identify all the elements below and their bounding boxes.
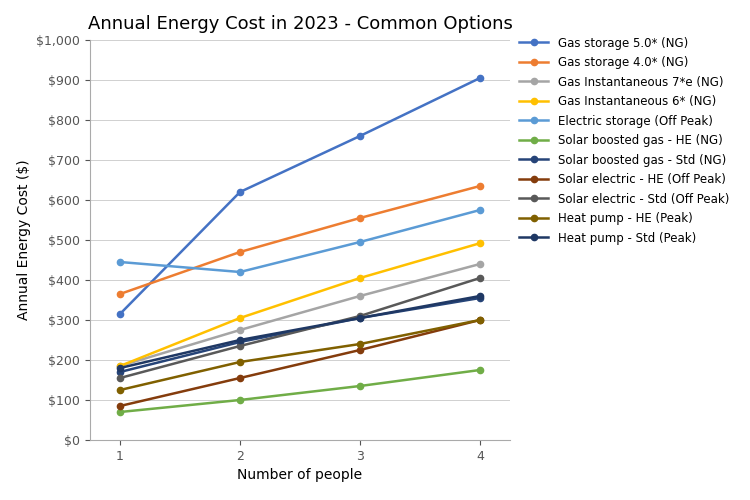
Solar electric - HE (Off Peak) [116,403,124,409]
Heat pump - HE (Peak) [476,317,484,323]
Gas storage 5.0* (NG) [116,311,124,317]
Solar boosted gas - Std (NG) [356,315,364,321]
Gas Instantaneous 6* (NG) [236,315,244,321]
Gas Instantaneous 7*e (NG) [116,363,124,369]
Line: Heat pump - HE (Peak): Heat pump - HE (Peak) [117,317,483,393]
Title: Annual Energy Cost in 2023 - Common Options: Annual Energy Cost in 2023 - Common Opti… [88,15,512,33]
Line: Heat pump - Std (Peak): Heat pump - Std (Peak) [117,293,483,371]
Gas storage 4.0* (NG) [356,215,364,221]
Line: Solar boosted gas - HE (NG): Solar boosted gas - HE (NG) [117,367,483,415]
Electric storage (Off Peak) [236,269,244,275]
Solar boosted gas - Std (NG) [236,339,244,345]
Solar electric - Std (Off Peak) [476,275,484,281]
Gas Instantaneous 6* (NG) [116,363,124,369]
Solar boosted gas - HE (NG) [476,367,484,373]
Electric storage (Off Peak) [476,207,484,213]
Gas storage 5.0* (NG) [476,75,484,81]
Gas storage 4.0* (NG) [116,291,124,297]
Heat pump - Std (Peak) [116,365,124,371]
Gas storage 4.0* (NG) [476,183,484,189]
Electric storage (Off Peak) [116,259,124,265]
Gas storage 4.0* (NG) [236,249,244,255]
Solar electric - HE (Off Peak) [356,347,364,353]
Solar electric - Std (Off Peak) [116,375,124,381]
Line: Solar boosted gas - Std (NG): Solar boosted gas - Std (NG) [117,295,483,375]
Heat pump - HE (Peak) [116,387,124,393]
Line: Gas storage 4.0* (NG): Gas storage 4.0* (NG) [117,183,483,297]
Gas storage 5.0* (NG) [236,189,244,195]
Line: Electric storage (Off Peak): Electric storage (Off Peak) [117,207,483,275]
Gas Instantaneous 7*e (NG) [476,261,484,267]
Line: Solar electric - Std (Off Peak): Solar electric - Std (Off Peak) [117,275,483,381]
Heat pump - Std (Peak) [356,315,364,321]
Solar boosted gas - Std (NG) [116,369,124,375]
Gas storage 5.0* (NG) [356,133,364,139]
Solar electric - HE (Off Peak) [476,317,484,323]
Gas Instantaneous 6* (NG) [476,240,484,246]
Gas Instantaneous 7*e (NG) [356,293,364,299]
X-axis label: Number of people: Number of people [238,468,362,482]
Line: Gas storage 5.0* (NG): Gas storage 5.0* (NG) [117,75,483,317]
Gas Instantaneous 7*e (NG) [236,327,244,333]
Heat pump - Std (Peak) [476,293,484,299]
Solar boosted gas - HE (NG) [236,397,244,403]
Solar electric - Std (Off Peak) [236,343,244,349]
Electric storage (Off Peak) [356,239,364,245]
Y-axis label: Annual Energy Cost ($): Annual Energy Cost ($) [16,160,31,320]
Heat pump - Std (Peak) [236,337,244,343]
Heat pump - HE (Peak) [356,341,364,347]
Solar electric - HE (Off Peak) [236,375,244,381]
Solar boosted gas - HE (NG) [356,383,364,389]
Line: Gas Instantaneous 6* (NG): Gas Instantaneous 6* (NG) [117,240,483,369]
Solar boosted gas - HE (NG) [116,409,124,415]
Solar boosted gas - Std (NG) [476,295,484,301]
Legend: Gas storage 5.0* (NG), Gas storage 4.0* (NG), Gas Instantaneous 7*e (NG), Gas In: Gas storage 5.0* (NG), Gas storage 4.0* … [514,32,734,250]
Line: Gas Instantaneous 7*e (NG): Gas Instantaneous 7*e (NG) [117,261,483,369]
Line: Solar electric - HE (Off Peak): Solar electric - HE (Off Peak) [117,317,483,409]
Gas Instantaneous 6* (NG) [356,275,364,281]
Solar electric - Std (Off Peak) [356,313,364,319]
Heat pump - HE (Peak) [236,359,244,365]
